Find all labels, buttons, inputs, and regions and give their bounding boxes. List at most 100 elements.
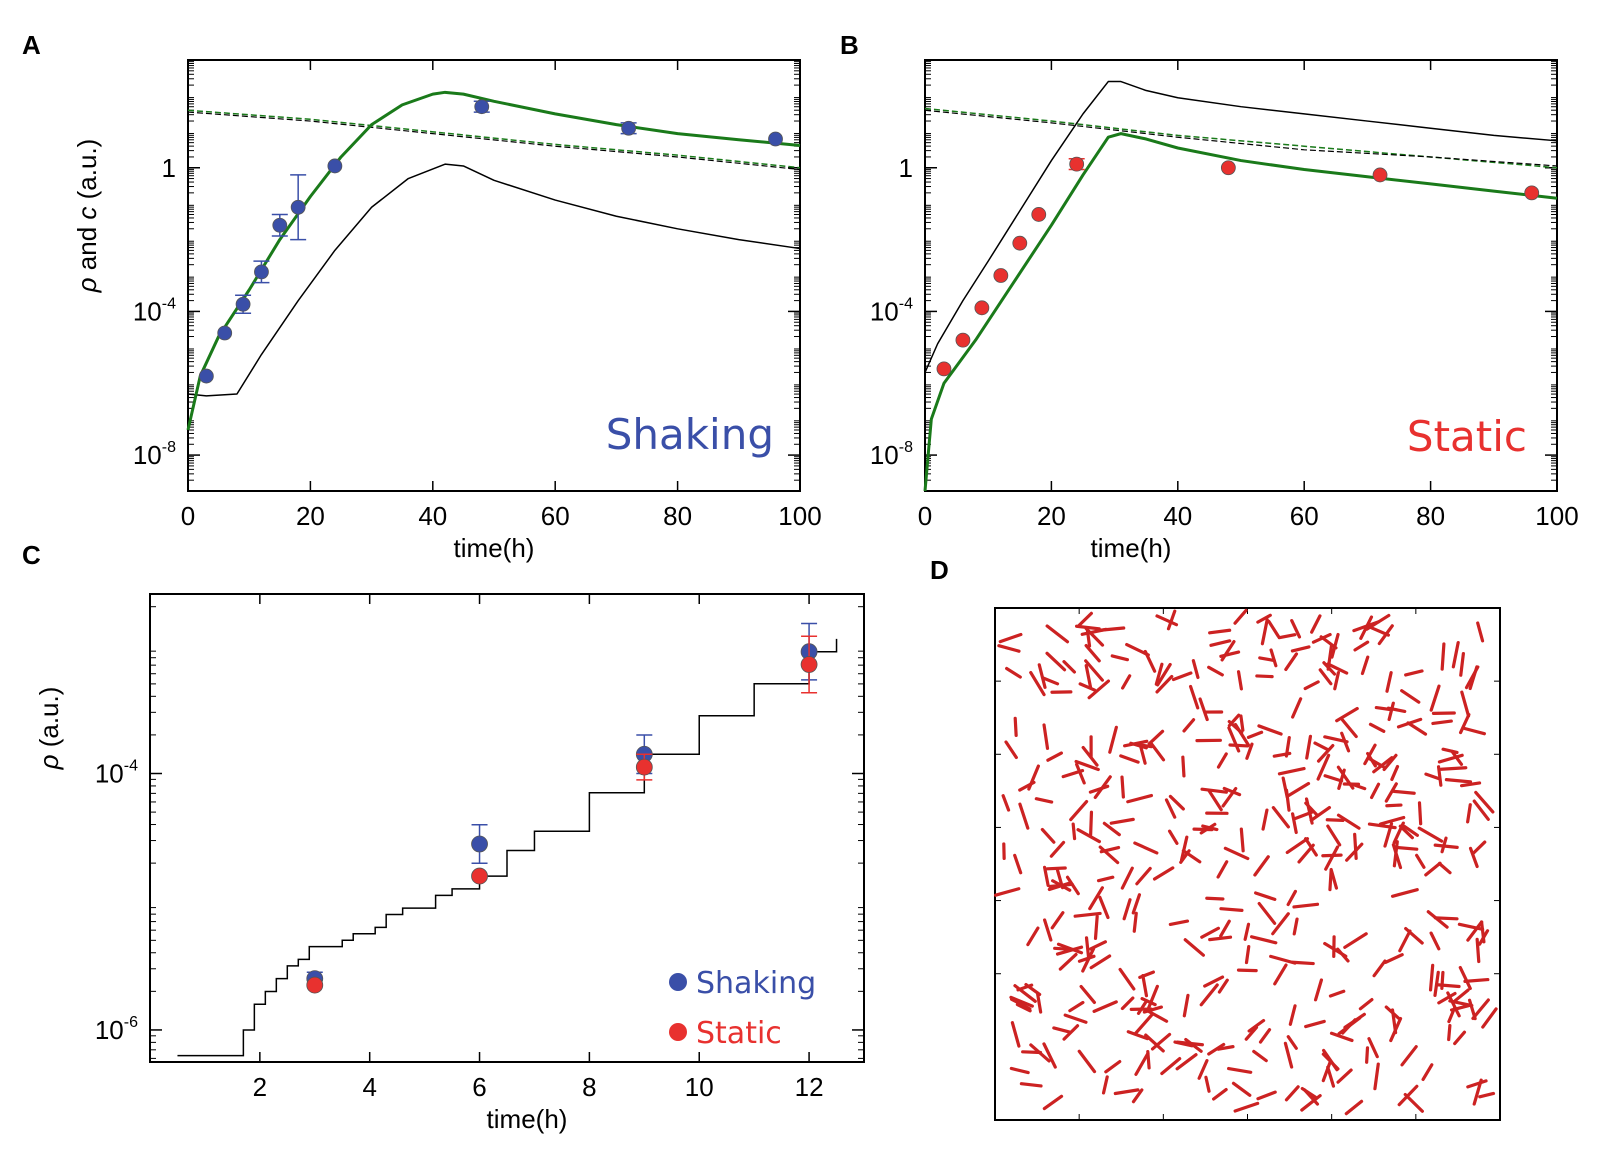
bacterium-cell xyxy=(1383,953,1404,964)
bacterium-cell xyxy=(1079,984,1097,1005)
bacterium-cell xyxy=(1149,741,1166,762)
bacterium-cell xyxy=(1433,970,1440,997)
bacterium-cell xyxy=(1085,626,1092,648)
bacterium-cell xyxy=(1179,835,1189,862)
x-tick-label: 40 xyxy=(1163,501,1192,531)
x-axis-label: time(h) xyxy=(454,533,535,563)
bacterium-cell xyxy=(1440,642,1446,671)
bacterium-cell xyxy=(1258,1028,1272,1044)
bacterium-cell xyxy=(1075,762,1086,785)
bacterium-cell xyxy=(1088,886,1104,911)
bacterium-cell xyxy=(1063,1013,1088,1024)
bacterium-cell xyxy=(1316,743,1335,763)
bacterium-cell xyxy=(1290,645,1311,653)
bacterium-cell xyxy=(1139,745,1147,765)
bacterium-cell xyxy=(1466,1079,1488,1089)
bacterium-cell xyxy=(1292,917,1299,936)
bacterium-cell xyxy=(1472,799,1490,821)
bacterium-cell xyxy=(1040,827,1056,844)
x-tick-label: 12 xyxy=(795,1072,824,1102)
bacterium-cell xyxy=(1135,866,1152,886)
bacterium-cell xyxy=(1481,1007,1498,1029)
bacterium-cell xyxy=(1051,879,1072,892)
bacterium-cell xyxy=(1120,996,1135,1011)
bacterium-cell xyxy=(1164,798,1177,819)
static-point xyxy=(1069,156,1085,172)
bacterium-cell xyxy=(1184,1037,1203,1053)
bacterium-cell xyxy=(1283,1041,1294,1069)
bacterium-cell xyxy=(1123,739,1149,748)
y-tick-label: 1 xyxy=(162,153,176,183)
bacterium-cell xyxy=(1200,787,1228,794)
shaking-point xyxy=(235,296,251,312)
bacterium-cell xyxy=(1392,789,1416,795)
bacterium-cell xyxy=(1049,840,1066,858)
bacterium-cell xyxy=(1010,1021,1021,1048)
bacterium-cell xyxy=(1093,775,1112,800)
bacterium-cell xyxy=(1304,837,1318,857)
plot-d xyxy=(993,607,1501,1121)
bacterium-cell xyxy=(1459,781,1482,788)
bacterium-cell xyxy=(1018,780,1036,792)
bacterium-cell xyxy=(1406,721,1428,736)
bacterium-cell xyxy=(1043,865,1050,887)
bacterium-cell xyxy=(1119,754,1140,764)
bacterium-cell xyxy=(1463,726,1486,736)
bacterium-cell xyxy=(1045,624,1070,644)
bacterium-cell xyxy=(1398,929,1412,953)
bacterium-cell xyxy=(1191,659,1200,680)
bacterium-cell xyxy=(1216,1045,1235,1051)
bacterium-cell xyxy=(1424,861,1442,877)
bacterium-cell xyxy=(1463,977,1490,983)
y-axis-label: ρ and c (a.u.) xyxy=(72,139,102,294)
bacterium-cell xyxy=(1013,853,1023,875)
x-tick-label: 0 xyxy=(181,501,195,531)
bacterium-cell xyxy=(1321,1061,1332,1083)
bacterium-cell xyxy=(1126,1030,1149,1041)
bacterium-cell xyxy=(1343,1012,1366,1029)
y-tick-label: 10-4 xyxy=(133,295,176,326)
bacterium-cell xyxy=(1310,614,1322,634)
bacterium-cell xyxy=(1447,1006,1456,1024)
bacterium-cell xyxy=(1370,782,1381,800)
legend-shaking-marker xyxy=(669,973,687,991)
bacterium-cell xyxy=(1340,718,1358,739)
bacterium-cell xyxy=(1208,628,1232,635)
static-point xyxy=(635,758,653,776)
bacterium-cell xyxy=(1089,954,1112,970)
bacterium-cell xyxy=(1284,652,1299,672)
bacterium-cell xyxy=(1417,826,1444,843)
bacterium-cell xyxy=(1147,984,1159,1010)
bacterium-cell xyxy=(1026,926,1040,947)
bacterium-cell xyxy=(1253,855,1270,877)
bacterium-cell xyxy=(1402,824,1419,837)
bacterium-cell xyxy=(1383,822,1394,848)
x-tick-label: 4 xyxy=(362,1072,376,1102)
bacterium-cell xyxy=(1144,1008,1169,1023)
bacterium-cell xyxy=(1479,920,1486,944)
bacterium-cell xyxy=(1258,656,1276,663)
bacterium-cell xyxy=(1305,734,1313,760)
bacterium-cell xyxy=(1277,633,1297,640)
bacterium-cell xyxy=(1328,989,1346,998)
legend-static-marker xyxy=(669,1023,687,1041)
black-model-line xyxy=(187,163,801,397)
bacterium-cell xyxy=(1252,1049,1268,1063)
bacterium-cell xyxy=(1476,621,1485,643)
bacterium-cell xyxy=(1089,810,1094,837)
bacterium-cell xyxy=(1227,719,1244,735)
bacterium-cell xyxy=(1326,662,1349,675)
bacterium-cell xyxy=(1209,639,1232,647)
black-model-line xyxy=(924,80,1558,373)
bacterium-cell xyxy=(1250,935,1278,945)
bacterium-cell xyxy=(1141,973,1149,998)
static-point xyxy=(306,976,324,994)
bacterium-cell xyxy=(1015,1002,1032,1013)
bacterium-cell xyxy=(1257,724,1283,736)
bacterium-cell xyxy=(1101,1075,1109,1095)
plot-frame-a xyxy=(187,59,801,492)
bacterium-cell xyxy=(1433,843,1459,849)
black-dashed-line xyxy=(187,111,801,171)
shaking-point xyxy=(254,264,269,280)
bacterium-cell xyxy=(997,644,1021,653)
